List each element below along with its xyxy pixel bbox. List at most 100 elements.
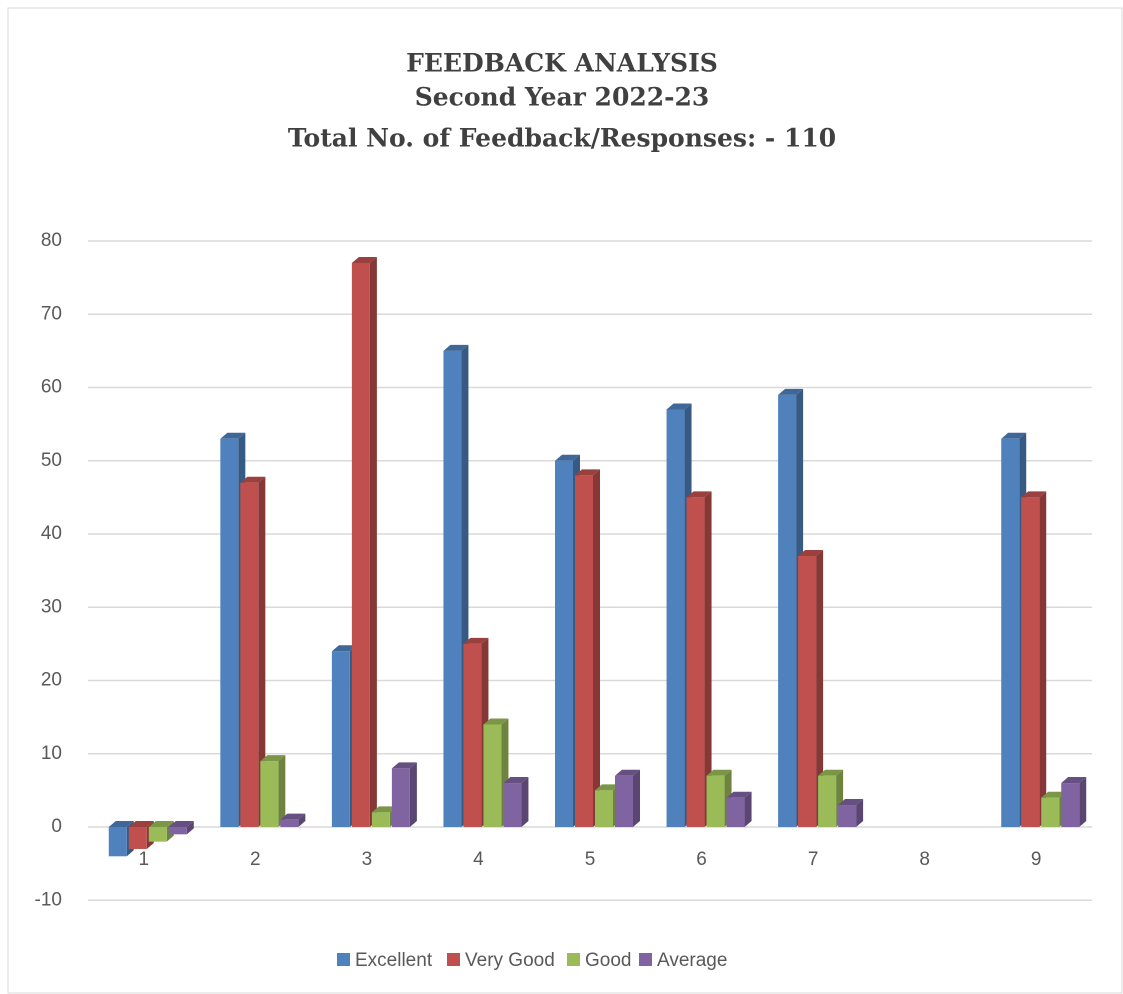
bar-side	[856, 799, 864, 827]
bar-top	[666, 403, 692, 410]
bar-side	[258, 476, 266, 827]
bar-side	[744, 791, 752, 827]
bar	[280, 819, 299, 827]
bar-side	[1039, 491, 1047, 827]
y-tick-label: 70	[41, 303, 62, 324]
bar	[798, 555, 817, 827]
bar	[1041, 797, 1060, 827]
bar	[686, 497, 705, 827]
y-tick-label: 10	[41, 743, 62, 764]
bar-top	[686, 491, 712, 498]
bar	[666, 409, 685, 827]
bar-top	[778, 388, 804, 395]
y-tick-label: 0	[51, 816, 62, 837]
bar-top	[818, 769, 844, 776]
legend-swatch	[337, 953, 350, 966]
bar-side	[816, 549, 824, 827]
bar	[615, 775, 633, 827]
bar	[148, 827, 167, 842]
bar-top	[108, 821, 134, 827]
x-tick-label: 1	[138, 849, 149, 870]
bar-side	[298, 813, 306, 827]
bar-top	[240, 476, 266, 483]
x-tick-label: 6	[696, 849, 707, 870]
bar	[838, 805, 857, 827]
legend-label: Excellent	[355, 950, 433, 971]
x-tick-label: 2	[250, 849, 261, 870]
bar-side	[633, 769, 640, 827]
bar-top	[331, 645, 357, 652]
y-tick-label: 80	[41, 230, 62, 251]
bar-top	[595, 784, 620, 791]
bar-top	[128, 821, 154, 827]
bar-top	[260, 755, 286, 762]
bar-top	[1041, 791, 1067, 798]
bar-side	[704, 491, 712, 827]
bar	[168, 827, 187, 835]
bar-top	[1061, 777, 1087, 784]
bar	[108, 827, 127, 857]
bar-side	[278, 755, 286, 827]
y-tick-label: 50	[41, 450, 62, 471]
bar-side	[186, 821, 194, 835]
bar	[331, 651, 350, 827]
bar-side	[369, 256, 377, 828]
bar	[463, 643, 482, 827]
bar-top	[838, 799, 864, 806]
bar	[128, 827, 147, 849]
bar-top	[1021, 491, 1047, 498]
bar	[595, 790, 613, 827]
bar-top	[280, 813, 306, 820]
bar	[1061, 783, 1080, 827]
chart-subtitle: Total No. of Feedback/Responses: - 110	[288, 124, 836, 153]
bar-top	[148, 821, 174, 827]
bar-top	[371, 806, 397, 813]
bar	[778, 394, 797, 827]
bar	[1001, 438, 1020, 827]
legend-label: Good	[585, 950, 631, 971]
bar	[371, 812, 390, 827]
bar	[443, 350, 462, 827]
bar	[575, 475, 593, 827]
bar-side	[1079, 777, 1087, 827]
legend-label: Very Good	[465, 950, 555, 971]
bar-top	[220, 432, 246, 439]
bar-top	[1001, 432, 1027, 439]
bar-top	[463, 637, 489, 644]
bar	[220, 438, 239, 827]
bar-top	[575, 469, 600, 476]
bar-side	[521, 777, 529, 827]
x-tick-label: 8	[919, 849, 930, 870]
bar-side	[593, 469, 600, 827]
bar	[706, 775, 725, 827]
bar-top	[706, 769, 732, 776]
bar-top	[555, 454, 580, 461]
x-tick-label: 4	[473, 849, 484, 870]
bar-top	[351, 256, 377, 263]
y-tick-label: 30	[41, 596, 62, 617]
bar-side	[409, 762, 417, 827]
bar	[483, 724, 502, 827]
bar	[240, 482, 259, 827]
bar	[1021, 497, 1040, 827]
legend-swatch	[567, 953, 580, 966]
x-tick-label: 9	[1031, 849, 1042, 870]
legend-swatch	[639, 953, 652, 966]
bar-top	[391, 762, 417, 769]
chart-subtitle: Second Year 2022-23	[415, 83, 710, 112]
bar	[351, 262, 370, 828]
legend-label: Average	[657, 950, 727, 971]
bar-top	[443, 344, 469, 351]
bar	[260, 761, 279, 827]
chart-title: FEEDBACK ANALYSIS	[406, 49, 718, 78]
bar-top	[168, 821, 194, 827]
bar	[726, 797, 745, 827]
x-tick-label: 7	[808, 849, 819, 870]
bar	[555, 460, 573, 827]
bar-top	[798, 549, 824, 556]
bar	[503, 783, 522, 827]
y-tick-label: 20	[41, 670, 62, 691]
y-tick-label: 40	[41, 523, 62, 544]
x-tick-label: 3	[362, 849, 373, 870]
